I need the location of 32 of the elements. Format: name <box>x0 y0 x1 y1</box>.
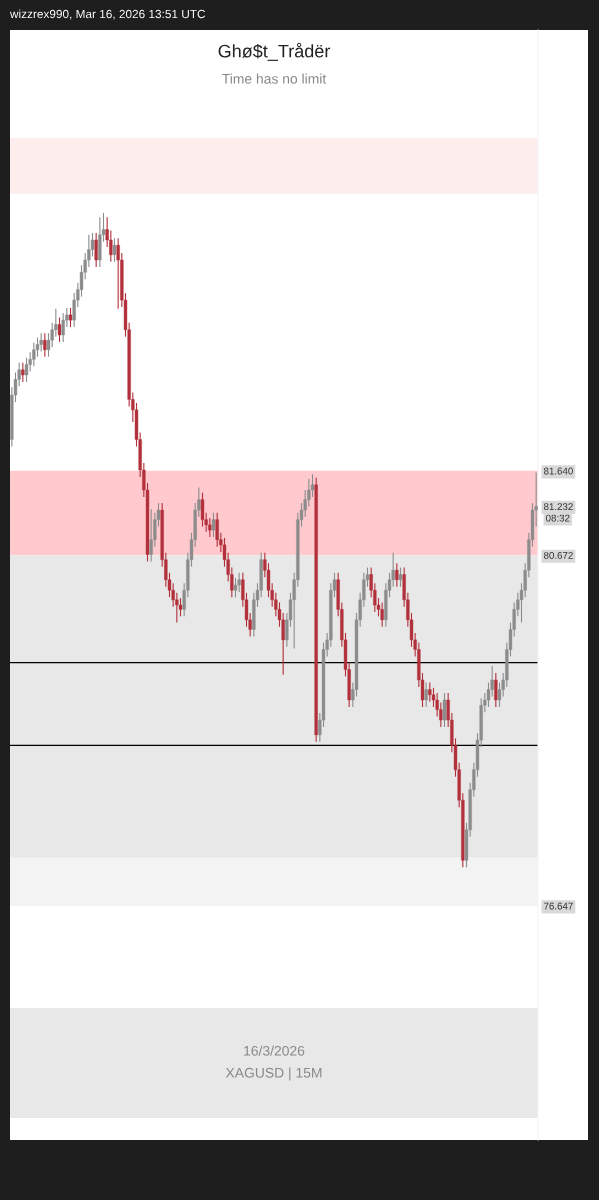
candlestick <box>395 562 399 588</box>
y-tick-label: 81.232 <box>543 503 573 511</box>
candlestick <box>116 237 120 310</box>
candlestick <box>94 232 98 268</box>
annotation: 16/3/2026 <box>244 1045 305 1056</box>
candlestick <box>398 567 403 588</box>
candlestick <box>494 672 498 708</box>
candlestick <box>380 601 384 628</box>
y-tick-label: 80.672 <box>543 551 573 559</box>
candlestick <box>237 572 241 593</box>
candlestick <box>424 682 428 708</box>
candlestick <box>149 508 153 563</box>
candlestick <box>442 692 447 728</box>
candlestick <box>233 577 238 598</box>
candlestick <box>61 312 65 343</box>
text: 08:32 <box>546 514 570 522</box>
text: Time has no limit <box>222 73 327 84</box>
candlestick <box>211 512 216 538</box>
candlestick <box>43 332 47 358</box>
annotation: XAGUSD | 15M <box>225 1067 322 1081</box>
y-tick-label: 81.640 <box>543 467 573 475</box>
candlestick <box>39 332 43 353</box>
candlestick <box>57 316 62 343</box>
y-tick-label: 76.647 <box>544 902 573 910</box>
text: Ghø$t_Trådër <box>218 42 331 61</box>
candlestick <box>112 237 117 263</box>
candlestick <box>208 517 212 538</box>
candlestick <box>215 512 219 548</box>
text: wizzrex990, Mar 16, 2026 13:51 UTC <box>9 9 206 20</box>
candlestick <box>200 492 205 528</box>
candlestick <box>21 362 25 383</box>
candlestick <box>428 682 432 703</box>
